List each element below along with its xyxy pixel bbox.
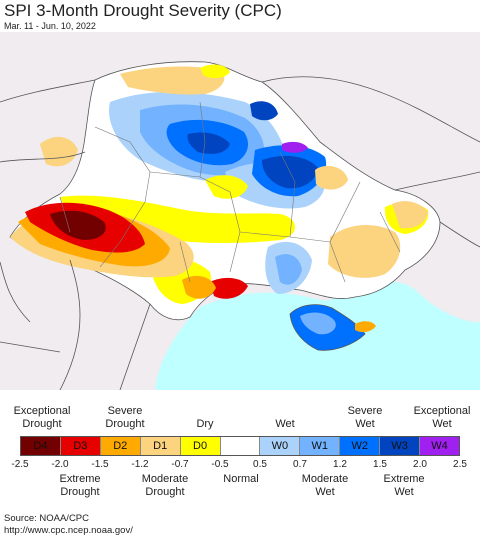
legend-tick: -2.5 — [11, 459, 29, 470]
source-url[interactable]: http://www.cpc.ncep.noaa.gov/ — [4, 525, 133, 536]
legend-swatch-w3: W3 — [380, 437, 421, 455]
legend-tick: 0.5 — [253, 459, 267, 470]
legend-swatch-w2: W2 — [340, 437, 381, 455]
crimea-light — [300, 312, 336, 335]
legend-swatch-d1: D1 — [140, 437, 181, 455]
legend-label-extreme-drought: Extreme Drought — [59, 473, 101, 498]
legend-tick: 2.0 — [413, 459, 427, 470]
legend-swatch-d2: D2 — [100, 437, 141, 455]
date-range: Mar. 11 - Jun. 10, 2022 — [4, 21, 96, 31]
source-text: Source: NOAA/CPC — [4, 513, 89, 524]
northeast-w4 — [282, 141, 308, 153]
legend-label-severe-wet: Severe Wet — [347, 405, 383, 430]
east-drought-d1 — [328, 225, 401, 278]
drought-map — [0, 32, 480, 390]
west-drought-d4 — [50, 210, 106, 240]
legend-label-wet: Wet — [275, 418, 295, 430]
legend-label-exceptional-drought: Exceptional Drought — [13, 405, 71, 430]
legend-label-moderate-wet: Moderate Wet — [301, 473, 349, 498]
legend-tick: -1.2 — [131, 459, 149, 470]
country-borders — [0, 76, 480, 390]
legend-color-bar: D4 D3 D2 D1 D0 W0 W1 W2 W3 W4 — [20, 436, 460, 456]
northwest-wet-w3 — [250, 101, 278, 121]
legend-tick: -2.0 — [51, 459, 69, 470]
east-hotspot-d1 — [315, 165, 348, 190]
legend-tick: 2.5 — [453, 459, 467, 470]
legend-swatch-normal — [220, 437, 261, 455]
north-dry-d0 — [200, 64, 230, 79]
map-title: SPI 3-Month Drought Severity (CPC) — [4, 1, 282, 20]
legend-tick: -0.7 — [171, 459, 189, 470]
kerch-drought — [355, 321, 376, 333]
legend-tick: 1.2 — [333, 459, 347, 470]
legend-tick: -0.5 — [211, 459, 229, 470]
legend-tick: 1.5 — [373, 459, 387, 470]
north-dry-d1 — [120, 66, 225, 95]
south-drought-d2 — [182, 275, 216, 299]
legend-label-moderate-drought: Moderate Drought — [141, 473, 189, 498]
legend-swatch-w4: W4 — [420, 437, 459, 455]
south-drought-d3 — [210, 277, 248, 299]
east-drought-d1-b — [392, 201, 428, 229]
legend-tick: -1.5 — [91, 459, 109, 470]
legend-label-dry: Dry — [196, 418, 214, 430]
legend-label-extreme-wet: Extreme Wet — [383, 473, 425, 498]
legend-swatch-d4: D4 — [21, 437, 61, 455]
legend-label-exceptional-wet: Exceptional Wet — [413, 405, 471, 430]
legend-swatch-w1: W1 — [300, 437, 341, 455]
legend-label-severe-drought: Severe Drought — [105, 405, 145, 430]
legend-tick: 0.7 — [293, 459, 307, 470]
legend-label-normal: Normal — [223, 473, 259, 485]
legend-swatch-d3: D3 — [60, 437, 101, 455]
southeast-wet — [275, 254, 302, 285]
oblast-borders — [59, 101, 401, 283]
central-d0-east — [205, 175, 248, 199]
legend-swatch-d0: D0 — [180, 437, 221, 455]
legend-swatch-w0: W0 — [260, 437, 301, 455]
north-wet-w3 — [187, 132, 230, 154]
